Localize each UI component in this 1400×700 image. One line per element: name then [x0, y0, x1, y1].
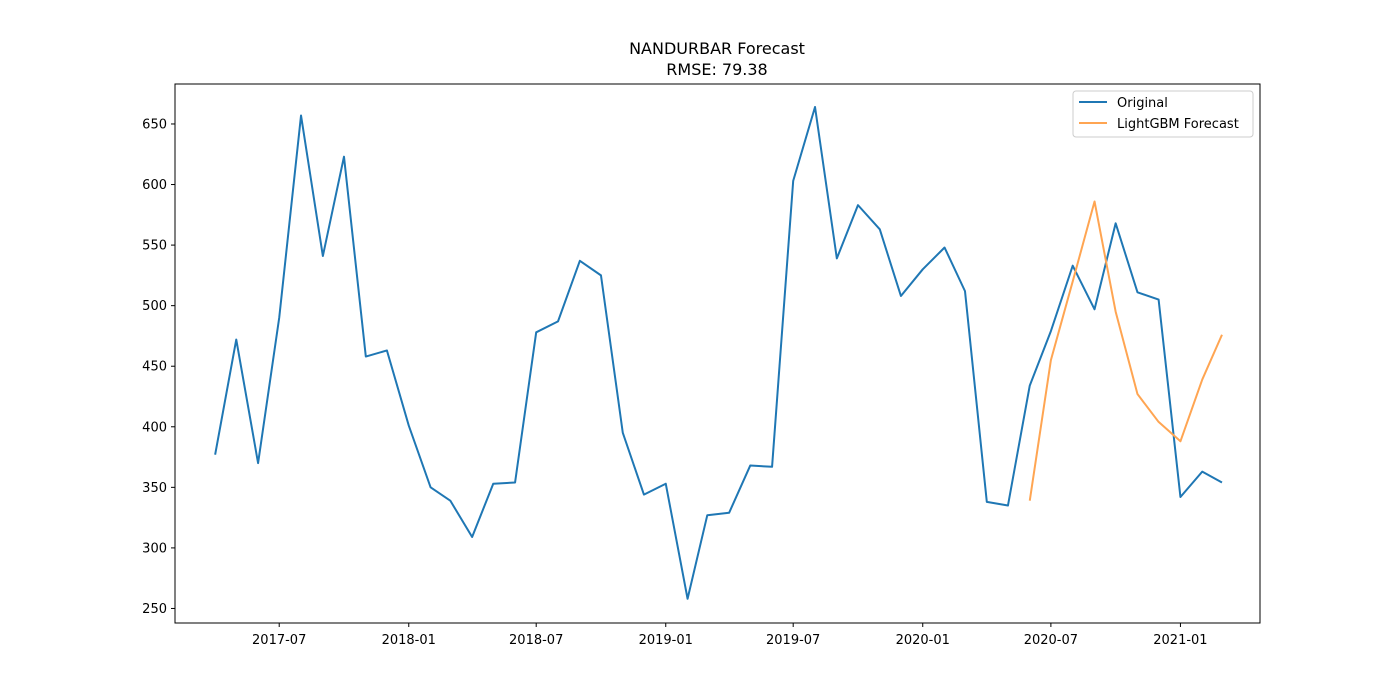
y-tick-label: 650: [142, 117, 167, 132]
x-tick-label: 2019-07: [766, 633, 820, 648]
y-tick-label: 350: [142, 481, 167, 496]
x-tick-label: 2020-07: [1024, 633, 1078, 648]
y-tick-label: 500: [142, 299, 167, 314]
legend: Original LightGBM Forecast: [1072, 90, 1254, 138]
y-tick-label: 250: [142, 602, 167, 617]
plot-frame: [174, 83, 1261, 624]
chart-subtitle: RMSE: 79.38: [666, 60, 767, 79]
series-line-original: [214, 106, 1223, 600]
y-tick-label: 450: [142, 360, 167, 375]
y-tick-label: 600: [142, 178, 167, 193]
axes: 250 300 350 400 450 500 550 600 650 2017-07 2018-0…: [142, 117, 1207, 648]
x-tick-label: 2018-01: [382, 633, 436, 648]
legend-label-original: Original: [1117, 96, 1168, 111]
legend-label-forecast: LightGBM Forecast: [1117, 117, 1239, 132]
y-tick-label: 400: [142, 420, 167, 435]
x-tick-label: 2020-01: [896, 633, 950, 648]
series-line-forecast: [1028, 200, 1223, 501]
x-tick-label: 2017-07: [252, 633, 306, 648]
x-tick-label: 2021-01: [1153, 633, 1207, 648]
chart-title: NANDURBAR Forecast: [629, 39, 805, 58]
y-tick-label: 550: [142, 239, 167, 254]
y-tick-label: 300: [142, 541, 167, 556]
x-tick-label: 2018-07: [509, 633, 563, 648]
x-tick-label: 2019-01: [639, 633, 693, 648]
plot-area: [214, 106, 1223, 600]
legend-box: [1072, 90, 1254, 138]
